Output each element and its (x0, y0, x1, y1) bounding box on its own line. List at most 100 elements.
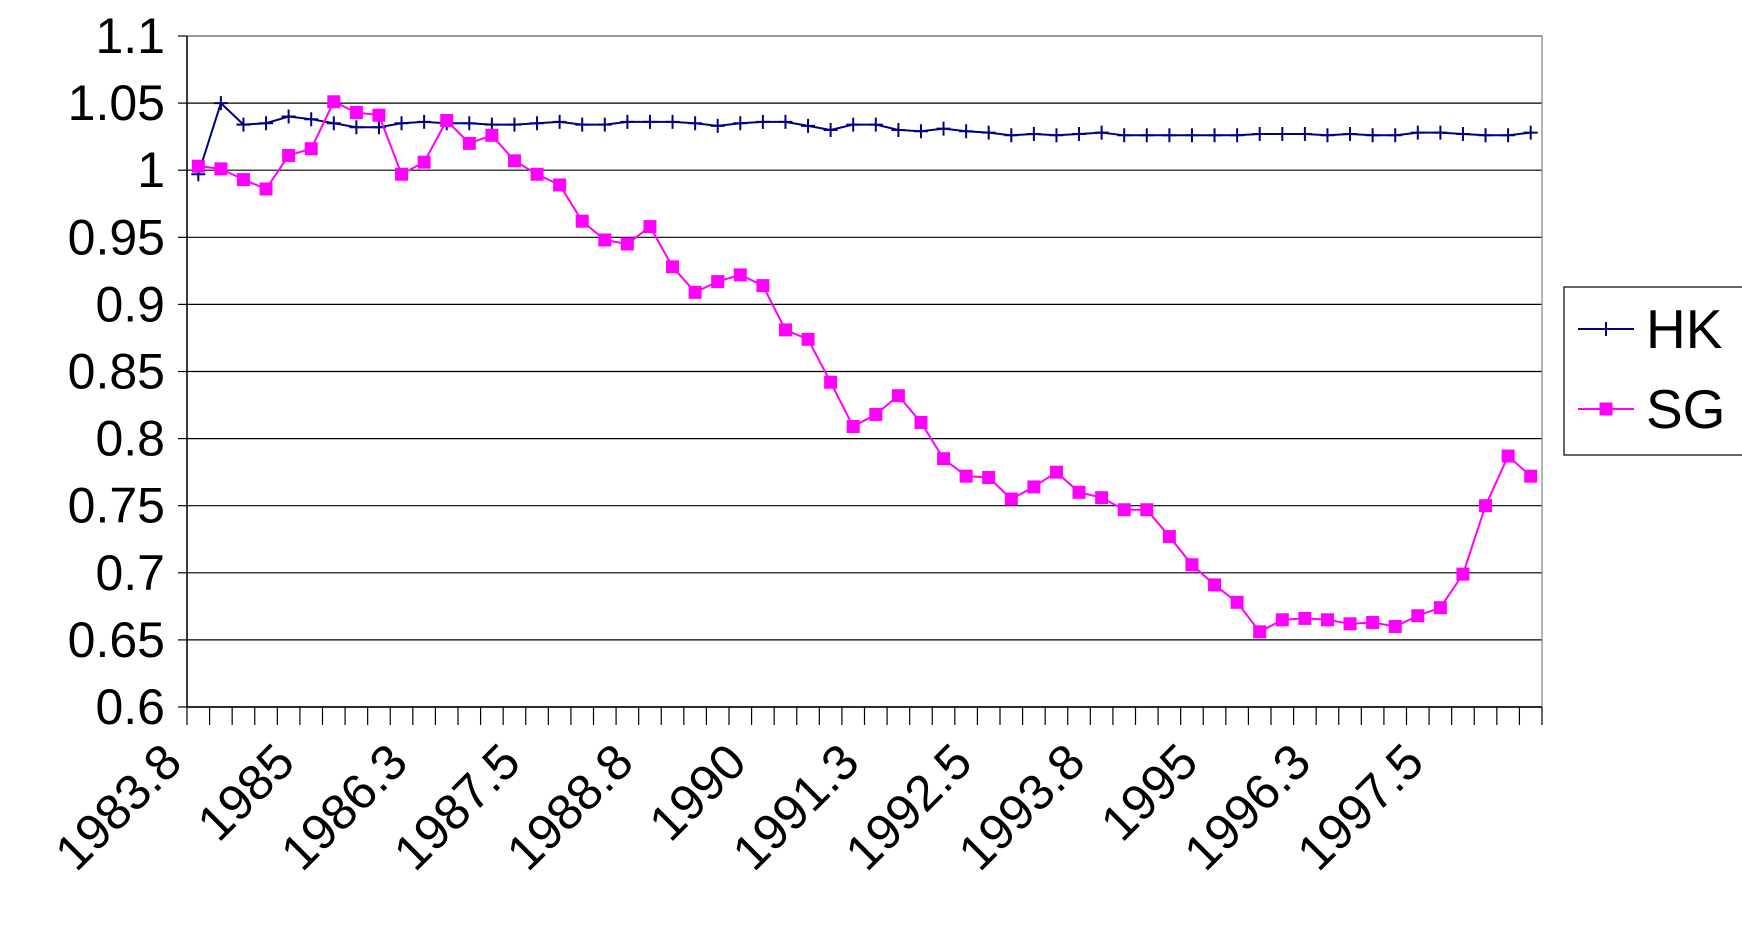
data-point (937, 452, 951, 466)
data-point (733, 268, 747, 282)
data-point (304, 112, 319, 127)
data-point (236, 173, 250, 187)
data-point (1320, 128, 1335, 143)
data-point (981, 125, 996, 140)
data-point (891, 389, 905, 403)
data-point (530, 116, 545, 131)
data-point (1207, 128, 1222, 143)
data-point (1478, 128, 1493, 143)
data-point (1275, 126, 1290, 141)
y-tick-label: 1 (137, 142, 165, 198)
data-point (1433, 601, 1447, 615)
y-tick-label: 0.8 (95, 411, 165, 467)
data-point (1184, 128, 1199, 143)
data-point (259, 116, 274, 131)
data-point (1049, 465, 1063, 479)
data-point (642, 114, 657, 129)
data-point (214, 162, 228, 176)
data-point (1004, 492, 1018, 506)
data-point (259, 182, 273, 196)
data-point (846, 420, 860, 434)
data-point (733, 116, 748, 131)
data-point (982, 471, 996, 485)
data-point (304, 142, 318, 156)
data-point (1140, 503, 1154, 517)
y-tick-label: 1.1 (95, 8, 165, 64)
data-point (417, 155, 431, 169)
data-point (665, 114, 680, 129)
data-point (643, 220, 657, 234)
data-point (395, 167, 409, 181)
data-point (485, 128, 499, 142)
data-point (1230, 128, 1245, 143)
data-point (507, 154, 521, 168)
data-point (1072, 126, 1087, 141)
y-tick-label: 0.6 (95, 679, 165, 735)
data-point (1297, 126, 1312, 141)
data-point (417, 114, 432, 129)
data-point (1524, 469, 1538, 483)
legend-marker (1599, 322, 1613, 336)
data-point (598, 233, 612, 247)
legend-marker (1599, 402, 1613, 416)
data-point (462, 136, 476, 150)
data-point (349, 105, 363, 119)
data-point (914, 415, 928, 429)
y-tick-label: 0.7 (95, 545, 165, 601)
data-point (1365, 128, 1380, 143)
data-point (755, 114, 770, 129)
data-point (440, 114, 454, 128)
data-point (394, 116, 409, 131)
data-point (349, 120, 364, 135)
data-point (213, 96, 228, 111)
data-point (1501, 449, 1515, 463)
data-point (778, 323, 792, 337)
legend-label: HK (1646, 298, 1723, 360)
data-point (1523, 125, 1538, 140)
data-point (710, 118, 725, 133)
data-point (1456, 567, 1470, 581)
data-point (1117, 128, 1132, 143)
data-point (959, 469, 973, 483)
data-point (801, 118, 816, 133)
data-point (281, 109, 296, 124)
data-point (620, 114, 635, 129)
data-point (575, 117, 590, 132)
data-point (326, 116, 341, 131)
data-point (1343, 617, 1357, 631)
data-point (575, 214, 589, 228)
y-tick-label: 0.95 (68, 209, 165, 265)
data-point (913, 124, 928, 139)
data-point (959, 124, 974, 139)
data-point (1366, 615, 1380, 629)
data-point (552, 114, 567, 129)
data-point (597, 117, 612, 132)
data-point (462, 116, 477, 131)
data-point (801, 332, 815, 346)
data-point (1027, 480, 1041, 494)
data-point (1298, 611, 1312, 625)
data-point (1072, 485, 1086, 499)
data-point (756, 279, 770, 293)
data-point (530, 167, 544, 181)
data-point (327, 95, 341, 109)
y-tick-label: 1.05 (68, 75, 165, 131)
data-point (688, 285, 702, 299)
data-point (869, 407, 883, 421)
data-point (711, 275, 725, 289)
data-point (1455, 126, 1470, 141)
data-point (1117, 503, 1131, 517)
data-point (1185, 558, 1199, 572)
data-point (1388, 128, 1403, 143)
data-point (553, 178, 567, 192)
y-tick-label: 0.75 (68, 478, 165, 534)
data-point (507, 117, 522, 132)
data-point (191, 159, 205, 173)
data-point (778, 114, 793, 129)
data-point (1253, 625, 1267, 639)
data-point (1275, 613, 1289, 627)
y-tick-label: 0.85 (68, 344, 165, 400)
data-point (372, 108, 386, 122)
